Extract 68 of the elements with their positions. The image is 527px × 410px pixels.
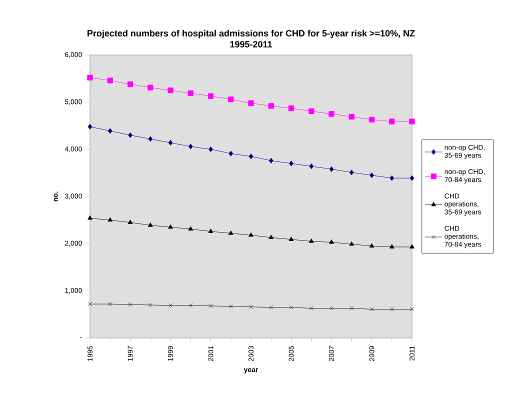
point — [269, 305, 274, 310]
point — [88, 215, 92, 220]
point — [288, 236, 294, 241]
point — [308, 238, 314, 243]
point — [168, 140, 173, 146]
point — [248, 154, 254, 160]
point — [390, 175, 394, 181]
point — [350, 306, 354, 310]
point — [128, 302, 132, 307]
point — [228, 304, 233, 308]
point — [268, 234, 274, 240]
point — [368, 116, 375, 122]
point — [389, 118, 395, 124]
point — [148, 84, 154, 90]
point — [208, 93, 214, 99]
point — [349, 170, 354, 176]
point — [108, 128, 112, 134]
point — [369, 243, 374, 248]
point — [389, 244, 394, 248]
point — [228, 150, 234, 156]
chart-title: Projected numbers of hospital admissions for CHD for 5-year risk >=10%, NZ 1995-2011 — [88, 30, 415, 48]
point — [349, 241, 354, 246]
point — [329, 166, 334, 172]
point — [108, 302, 112, 306]
point — [188, 303, 193, 308]
point — [329, 306, 334, 310]
point — [348, 114, 354, 120]
point — [410, 307, 414, 312]
point — [268, 103, 274, 109]
point — [128, 220, 133, 224]
point — [248, 232, 254, 237]
point — [108, 217, 113, 222]
point — [390, 307, 394, 312]
point — [248, 304, 254, 309]
point — [228, 96, 234, 102]
point — [288, 106, 294, 112]
point — [188, 226, 194, 231]
point — [208, 304, 213, 308]
point — [248, 100, 254, 106]
point — [148, 222, 153, 227]
point — [309, 164, 314, 170]
point — [87, 74, 93, 80]
point — [88, 302, 92, 306]
point — [107, 78, 113, 84]
point — [127, 81, 134, 88]
point — [88, 124, 92, 130]
point — [228, 230, 234, 235]
point — [268, 158, 274, 164]
point — [168, 303, 173, 308]
point — [289, 160, 294, 166]
point — [168, 88, 174, 94]
point — [410, 244, 414, 248]
point — [370, 307, 374, 312]
point — [329, 239, 334, 244]
point — [309, 306, 314, 310]
point — [188, 144, 193, 150]
point — [308, 108, 314, 114]
point — [409, 118, 415, 124]
point — [410, 175, 414, 181]
point — [208, 228, 214, 233]
point — [208, 146, 213, 152]
point — [289, 305, 294, 310]
point — [128, 132, 132, 138]
point — [148, 136, 153, 142]
point — [188, 90, 194, 96]
point — [168, 224, 173, 229]
point — [148, 302, 152, 308]
point — [328, 111, 334, 117]
